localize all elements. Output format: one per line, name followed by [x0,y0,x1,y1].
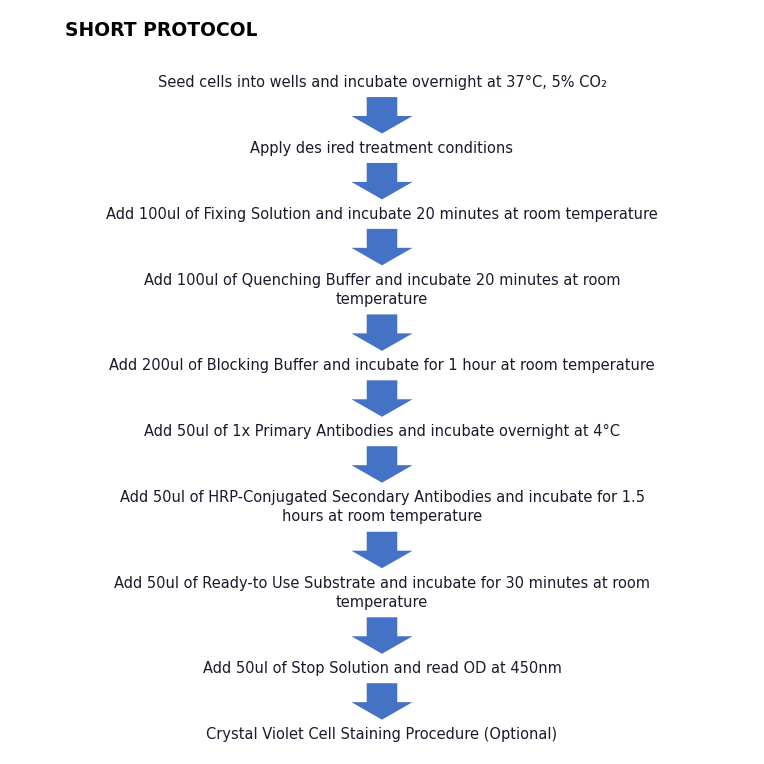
Polygon shape [351,229,413,265]
Text: Seed cells into wells and incubate overnight at 37°C, 5% CO₂: Seed cells into wells and incubate overn… [157,75,607,90]
Text: Add 50ul of Stop Solution and read OD at 450nm: Add 50ul of Stop Solution and read OD at… [202,661,562,676]
Text: Add 50ul of Ready-to Use Substrate and incubate for 30 minutes at room
temperatu: Add 50ul of Ready-to Use Substrate and i… [114,575,650,610]
Polygon shape [351,683,413,720]
Polygon shape [351,97,413,134]
Text: Add 100ul of Fixing Solution and incubate 20 minutes at room temperature: Add 100ul of Fixing Solution and incubat… [106,206,658,222]
Text: Add 100ul of Quenching Buffer and incubate 20 minutes at room
temperature: Add 100ul of Quenching Buffer and incuba… [144,273,620,307]
Polygon shape [351,617,413,654]
Polygon shape [351,380,413,417]
Polygon shape [351,446,413,483]
Polygon shape [351,163,413,199]
Text: Apply des ired treatment conditions: Apply des ired treatment conditions [251,141,513,156]
Text: Add 50ul of 1x Primary Antibodies and incubate overnight at 4°C: Add 50ul of 1x Primary Antibodies and in… [144,424,620,439]
Polygon shape [351,315,413,351]
Text: Add 200ul of Blocking Buffer and incubate for 1 hour at room temperature: Add 200ul of Blocking Buffer and incubat… [109,358,655,373]
Text: SHORT PROTOCOL: SHORT PROTOCOL [65,21,257,40]
Text: Crystal Violet Cell Staining Procedure (Optional): Crystal Violet Cell Staining Procedure (… [206,727,558,742]
Text: Add 50ul of HRP-Conjugated Secondary Antibodies and incubate for 1.5
hours at ro: Add 50ul of HRP-Conjugated Secondary Ant… [119,490,645,524]
Polygon shape [351,532,413,568]
